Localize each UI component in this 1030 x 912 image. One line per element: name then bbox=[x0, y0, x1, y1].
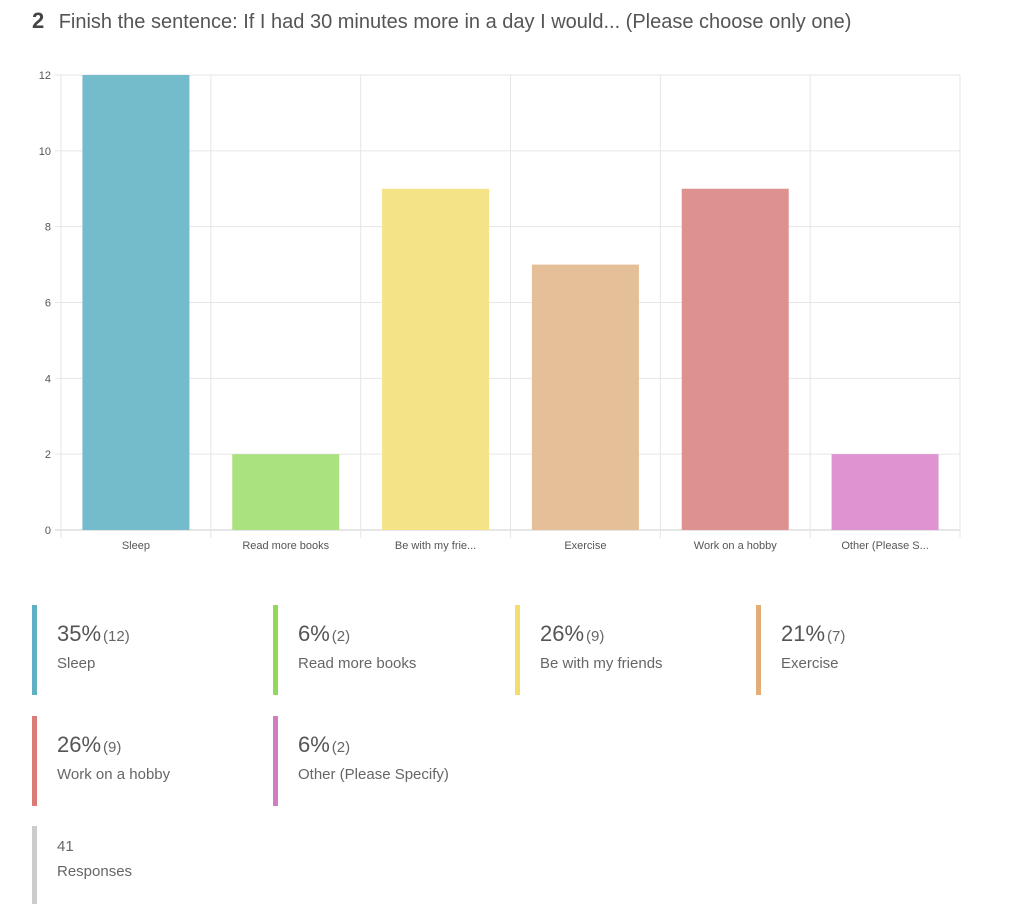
legend-count: (2) bbox=[331, 628, 351, 645]
legend-label: Read more books bbox=[298, 655, 417, 672]
legend-label: Sleep bbox=[57, 655, 96, 672]
y-tick-label: 6 bbox=[45, 298, 51, 310]
legend-label: Work on a hobby bbox=[57, 766, 171, 783]
y-tick-label: 10 bbox=[39, 146, 51, 158]
question-header: 2 Finish the sentence: If I had 30 minut… bbox=[32, 8, 851, 34]
legend-percent: 26% (9) bbox=[57, 732, 122, 757]
legend-color-bar bbox=[32, 716, 37, 806]
legend-color-bar bbox=[273, 716, 278, 806]
legend-item-other: 6% (2) Other (Please Specify) bbox=[273, 716, 473, 806]
y-tick-label: 12 bbox=[39, 70, 51, 82]
bar bbox=[232, 454, 340, 530]
legend-count: (7) bbox=[827, 628, 846, 645]
response-count: 41 bbox=[57, 838, 74, 855]
legend-label: Be with my friends bbox=[540, 655, 663, 672]
legend-item-exercise: 21% (7) Exercise bbox=[756, 605, 956, 695]
legend-color-bar bbox=[32, 605, 37, 695]
legend-label: Other (Please Specify) bbox=[298, 766, 449, 783]
legend-item-work-on-a-hobby: 26% (9) Work on a hobby bbox=[32, 716, 232, 806]
question-number: 2 bbox=[32, 8, 45, 33]
legend-label: Exercise bbox=[781, 655, 839, 672]
legend-percent: 6% (2) bbox=[298, 732, 351, 757]
legend-count: (9) bbox=[586, 628, 605, 645]
bar bbox=[82, 75, 190, 530]
y-tick-label: 4 bbox=[45, 373, 51, 385]
x-tick-label: Work on a hobby bbox=[694, 540, 777, 552]
legend-count: (2) bbox=[331, 739, 351, 756]
bar bbox=[831, 454, 939, 530]
response-label: Responses bbox=[57, 863, 133, 880]
legend-color-bar bbox=[515, 605, 520, 695]
legend-color-bar bbox=[273, 605, 278, 695]
legend-percent: 6% (2) bbox=[298, 621, 351, 646]
response-color-bar bbox=[32, 826, 37, 904]
legend-item-sleep: 35% (12) Sleep bbox=[32, 605, 232, 695]
bar-chart: 0 2 4 6 8 10 12 Sleep Read more books Be with my … bbox=[39, 70, 961, 552]
bar bbox=[681, 188, 789, 530]
legend-item-be-with-my-friends: 26% (9) Be with my friends bbox=[515, 605, 715, 695]
question-text: Finish the sentence: If I had 30 minutes… bbox=[58, 11, 852, 33]
legend-percent: 26% (9) bbox=[540, 621, 605, 646]
legend-count: (9) bbox=[103, 739, 122, 756]
response-summary: 41 Responses bbox=[32, 826, 232, 904]
x-tick-label: Sleep bbox=[122, 540, 150, 552]
x-tick-label: Read more books bbox=[242, 540, 329, 552]
x-tick-label: Be with my frie... bbox=[395, 540, 476, 552]
y-tick-label: 2 bbox=[45, 449, 51, 461]
x-tick-label: Other (Please S... bbox=[841, 540, 928, 552]
bar bbox=[531, 264, 639, 530]
legend-count: (12) bbox=[103, 628, 130, 645]
x-tick-label: Exercise bbox=[564, 540, 606, 552]
legend-percent: 35% (12) bbox=[57, 621, 130, 646]
y-tick-label: 8 bbox=[45, 222, 51, 234]
legend-color-bar bbox=[756, 605, 761, 695]
y-tick-label: 0 bbox=[45, 525, 51, 537]
legend-item-read-more-books: 6% (2) Read more books bbox=[273, 605, 473, 695]
bar bbox=[382, 188, 490, 530]
legend-percent: 21% (7) bbox=[781, 621, 846, 646]
